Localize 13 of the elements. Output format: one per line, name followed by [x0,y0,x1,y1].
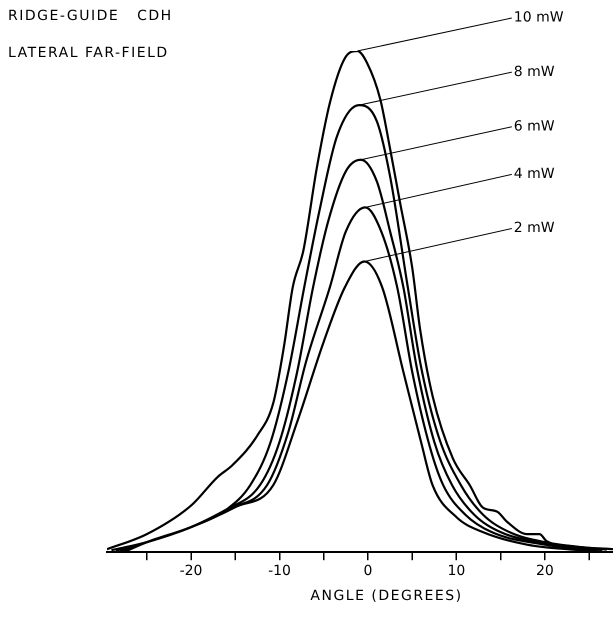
text: 4 mW [514,166,555,182]
x-tick-label: 0 [364,563,372,580]
x-tick-label: 10 [448,563,466,580]
x-tick-label: -20 [180,563,202,580]
x-tick-label: 20 [536,563,554,580]
x-tick-label: -10 [268,563,291,580]
text: 8 mW [514,64,555,80]
chart-title: RIDGE-GUIDE CDH [8,8,173,24]
text: 2 mW [514,220,555,236]
x-axis-title: ANGLE (DEGREES) [309,588,464,604]
chart-subtitle: LATERAL FAR-FIELD [8,45,169,61]
text: 6 mW [514,118,555,134]
text: 10 mW [514,10,564,26]
